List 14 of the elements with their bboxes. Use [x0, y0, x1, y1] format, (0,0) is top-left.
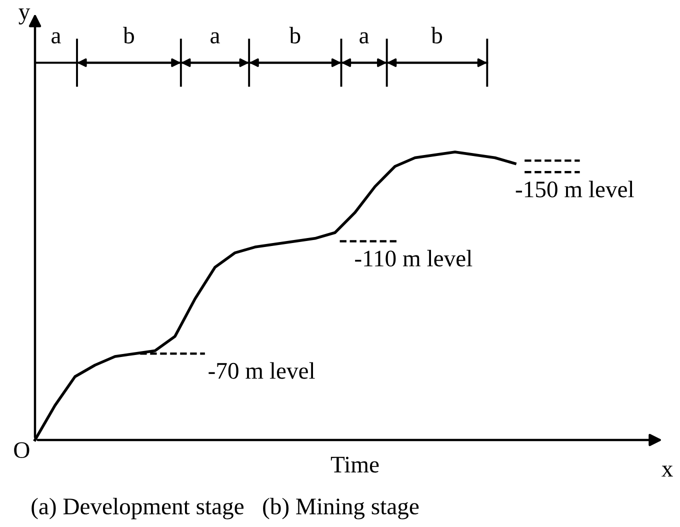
annotation: -70 m level	[208, 362, 315, 379]
text: b	[123, 26, 134, 44]
text: b	[431, 26, 442, 44]
text: a	[52, 32, 61, 44]
text: y	[18, 8, 30, 24]
text: a	[360, 32, 369, 44]
text: O	[14, 442, 30, 458]
text: a	[210, 32, 220, 44]
annotation: -110 m level	[355, 250, 472, 267]
text: (a) Development stage (b) Mining stage	[32, 498, 419, 520]
x-axis-title: Time	[330, 456, 379, 473]
annotation: -150 m level	[516, 180, 634, 198]
text: b	[289, 26, 300, 44]
text: x	[662, 466, 673, 477]
